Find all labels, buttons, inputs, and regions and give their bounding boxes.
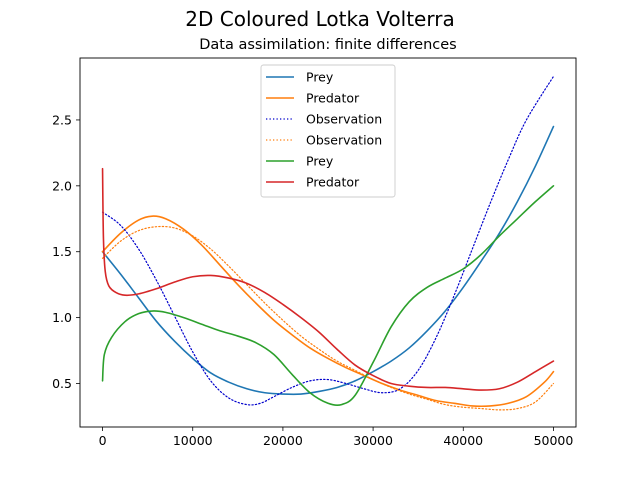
y-tick-label: 2.5 <box>52 112 72 127</box>
legend-label-6: Predator <box>306 175 360 190</box>
chart-suptitle: 2D Coloured Lotka Volterra <box>185 7 454 31</box>
legend-label-3: Observation <box>306 112 382 127</box>
legend: Prey Predator Observation Observation Prey Pr… <box>260 64 396 198</box>
legend-label-5: Prey <box>306 154 334 169</box>
y-tick-label: 0.5 <box>52 376 72 391</box>
y-tick-label: 1.0 <box>52 310 72 325</box>
axis-ticks: 0 10000 20000 30000 40000 50000 0.5 1.0 1.5 2.0 2.… <box>52 112 573 448</box>
series-line-6 <box>101 167 555 391</box>
x-tick-label: 50000 <box>534 433 574 448</box>
legend-label-1: Prey <box>306 70 334 85</box>
y-tick-label: 1.5 <box>52 244 72 259</box>
series-line-2 <box>101 215 555 408</box>
y-tick-label: 2.0 <box>52 178 72 193</box>
x-tick-label: 30000 <box>353 433 393 448</box>
series-layer <box>101 75 555 411</box>
plot-frame <box>79 57 577 428</box>
series-line-4 <box>101 225 555 411</box>
chart-title: Data assimilation: finite differences <box>199 37 457 53</box>
legend-label-2: Predator <box>306 91 360 106</box>
legend-box <box>260 64 396 198</box>
x-tick-label: 0 <box>99 433 107 448</box>
series-line-5 <box>101 185 555 407</box>
legend-label-4: Observation <box>306 133 382 148</box>
x-tick-label: 40000 <box>443 433 483 448</box>
x-tick-label: 20000 <box>263 433 303 448</box>
series-line-1 <box>101 125 555 396</box>
x-tick-label: 10000 <box>173 433 213 448</box>
